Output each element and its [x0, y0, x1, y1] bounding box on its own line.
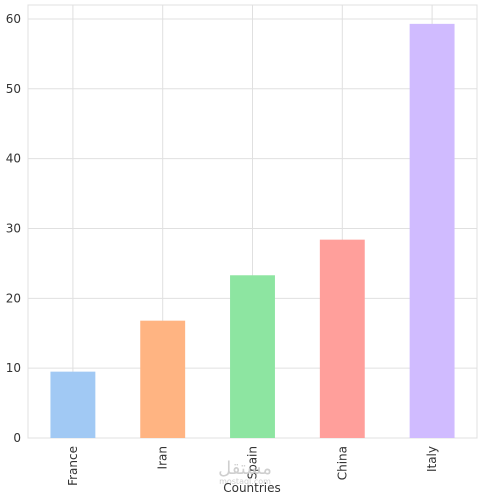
x-tick-label: Italy	[425, 446, 439, 472]
y-tick-label: 10	[6, 361, 21, 375]
y-tick-labels: 0 10 20 30 40 50 60	[6, 12, 21, 445]
x-tick-label: China	[335, 446, 349, 480]
bar-china	[319, 239, 365, 438]
x-tick-label: Spain	[246, 446, 260, 480]
y-tick-label: 30	[6, 221, 21, 235]
gridlines	[28, 5, 477, 439]
watermark-text: مستقل	[218, 458, 272, 479]
x-tick-label: France	[66, 446, 80, 486]
bar-italy	[409, 23, 455, 439]
y-tick-label: 50	[6, 82, 21, 96]
x-axis-title: Countries	[223, 481, 281, 495]
watermark-subtext: mostaql.com	[219, 477, 271, 486]
y-tick-label: 40	[6, 152, 21, 166]
bar-iran	[140, 320, 186, 438]
y-tick-label: 60	[6, 12, 21, 26]
bars	[50, 23, 455, 439]
y-tick-label: 20	[6, 291, 21, 305]
x-tick-labels: France Iran Spain China Italy	[66, 446, 439, 486]
x-tick-label: Iran	[156, 446, 170, 469]
bar-france	[50, 371, 96, 438]
y-tick-label: 0	[13, 431, 21, 445]
bar-spain	[230, 275, 275, 438]
